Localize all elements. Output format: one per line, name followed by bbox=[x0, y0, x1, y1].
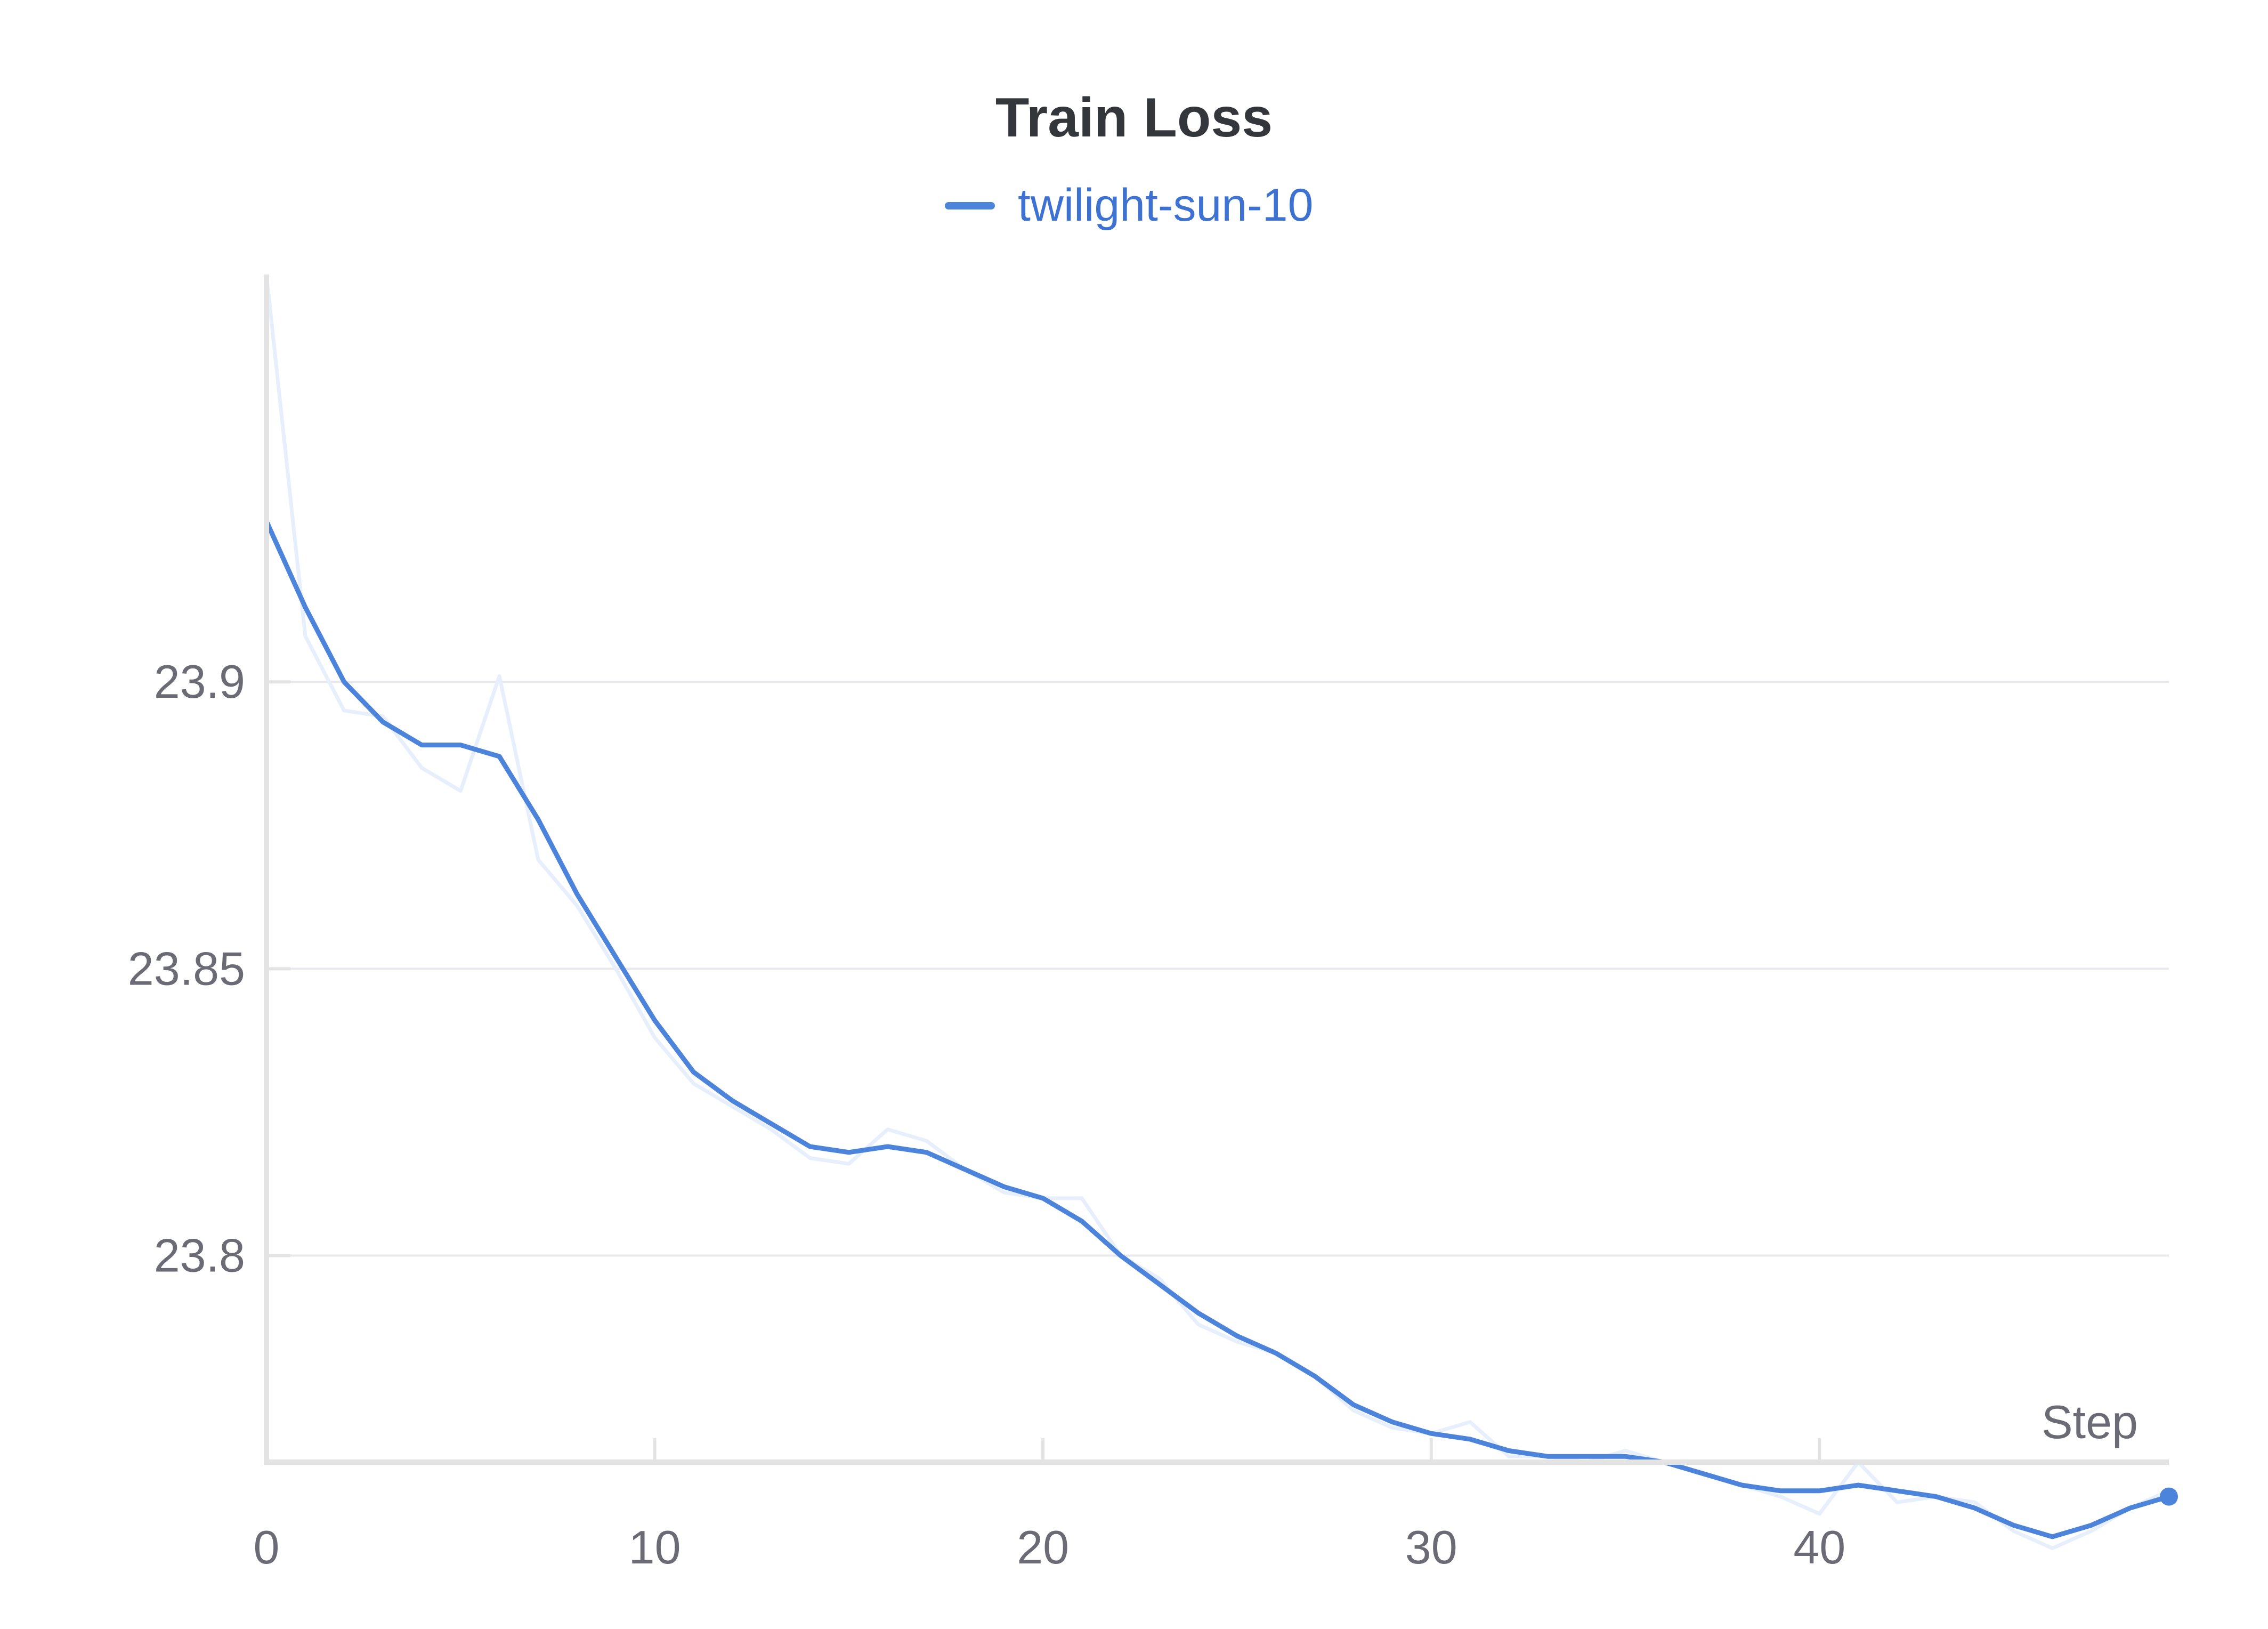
x-tick-label: 20 bbox=[1017, 1521, 1069, 1574]
y-tick-label: 23.9 bbox=[154, 655, 245, 708]
x-axis-title: Step bbox=[2042, 1396, 2138, 1448]
chart-title: Train Loss bbox=[995, 87, 1273, 149]
series-end-point[interactable] bbox=[2160, 1487, 2178, 1506]
series-raw-line bbox=[264, 274, 2170, 1550]
x-tick-label: 40 bbox=[1793, 1521, 1845, 1574]
x-tick-label: 0 bbox=[254, 1521, 280, 1574]
x-tick-label: 10 bbox=[629, 1521, 681, 1574]
gridlines bbox=[266, 681, 2169, 1257]
y-axis-ticks: 23.8 23.85 23.9 bbox=[128, 655, 290, 1282]
plot-area[interactable] bbox=[264, 274, 2178, 1550]
x-tick-label: 30 bbox=[1405, 1521, 1457, 1574]
legend-label: twilight-sun-10 bbox=[1018, 180, 1313, 231]
y-tick-label: 23.8 bbox=[154, 1229, 245, 1282]
series-smoothed-line[interactable] bbox=[264, 519, 2172, 1539]
x-axis-ticks: 0 10 20 30 40 bbox=[254, 1438, 1845, 1574]
legend[interactable]: twilight-sun-10 bbox=[945, 180, 1313, 231]
y-tick-label: 23.85 bbox=[128, 942, 245, 995]
